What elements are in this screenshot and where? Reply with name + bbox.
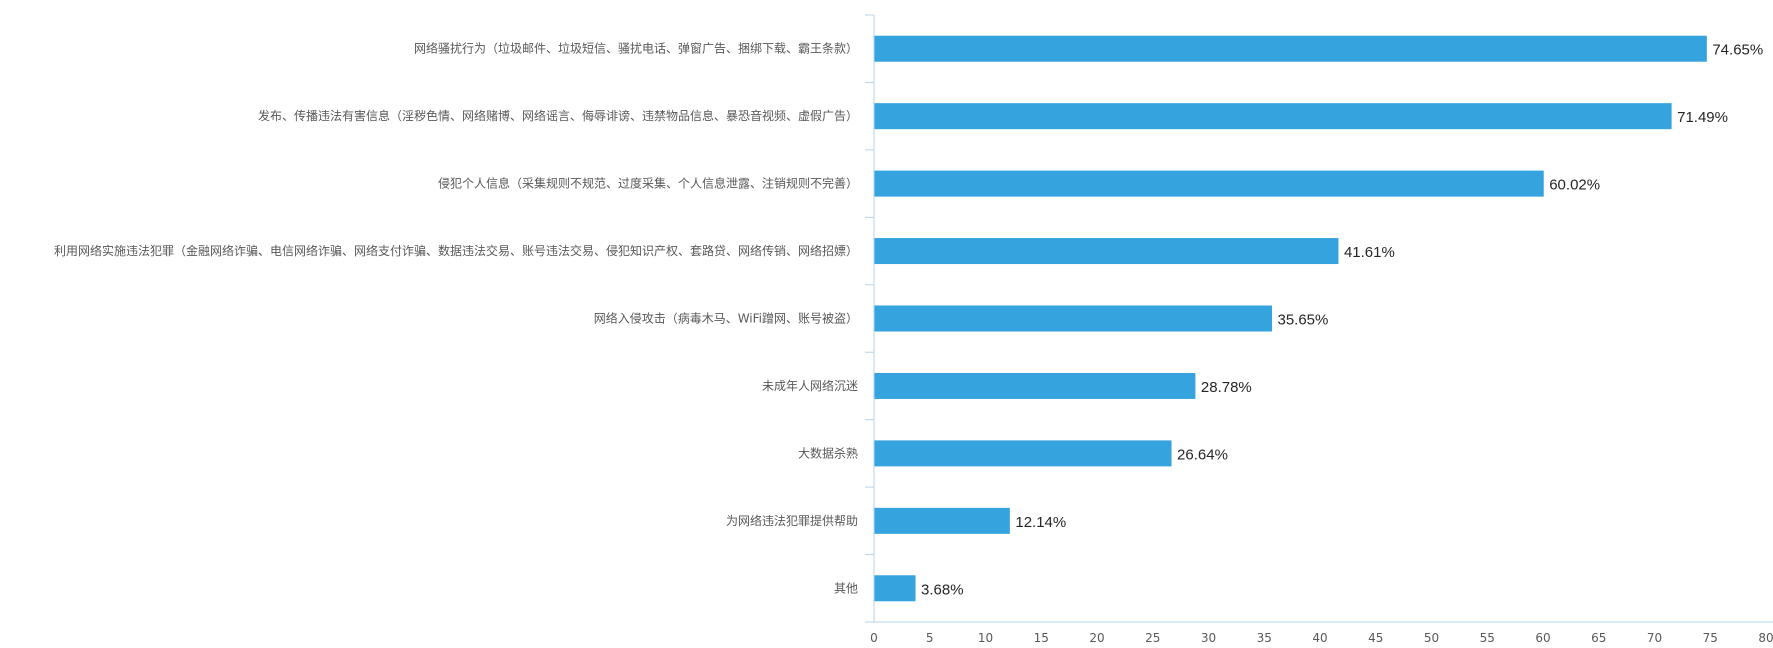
category-labels: 网络骚扰行为（垃圾邮件、垃圾短信、骚扰电话、弹窗广告、捆绑下载、霸王条款） 发布、… <box>54 41 858 596</box>
bar <box>874 103 1672 130</box>
x-tick-label: 30 <box>1201 631 1216 645</box>
category-label: 网络入侵攻击（病毒木马、WiFi蹭网、账号被盗） <box>594 311 858 326</box>
data-labels: 74.65% 71.49% 60.02% 41.61% 35.65% 28.78% 26.6… <box>921 42 1763 599</box>
data-label: 60.02% <box>1549 177 1600 194</box>
bar <box>874 440 1172 467</box>
x-tick-label: 60 <box>1535 631 1550 645</box>
bar <box>874 372 1196 399</box>
data-label: 26.64% <box>1177 446 1228 463</box>
x-tick-label: 15 <box>1034 631 1049 645</box>
category-label: 未成年人网络沉迷 <box>762 378 858 393</box>
data-label: 74.65% <box>1712 42 1763 59</box>
data-label: 3.68% <box>921 581 964 598</box>
data-label: 71.49% <box>1677 109 1728 126</box>
x-tick-label: 5 <box>926 631 934 645</box>
x-tick-label: 45 <box>1368 631 1383 645</box>
bars <box>874 35 1707 602</box>
category-label: 发布、传播违法有害信息（淫秽色情、网络赌博、网络谣言、侮辱诽谤、违禁物品信息、暴… <box>258 108 858 123</box>
bar <box>874 575 916 602</box>
x-tick-label: 10 <box>978 631 993 645</box>
category-label: 为网络违法犯罪提供帮助 <box>726 513 858 528</box>
data-label: 35.65% <box>1277 312 1328 329</box>
category-label: 网络骚扰行为（垃圾邮件、垃圾短信、骚扰电话、弹窗广告、捆绑下载、霸王条款） <box>414 41 858 56</box>
x-tick-label: 0 <box>870 631 878 645</box>
x-tick-label: 75 <box>1703 631 1718 645</box>
x-tick-label: 35 <box>1257 631 1272 645</box>
category-label: 其他 <box>834 581 858 595</box>
bar <box>874 238 1339 265</box>
data-label: 12.14% <box>1015 514 1066 531</box>
bar <box>874 170 1544 197</box>
x-tick-label: 55 <box>1480 631 1495 645</box>
category-label: 利用网络实施违法犯罪（金融网络诈骗、电信网络诈骗、网络支付诈骗、数据违法交易、账… <box>54 243 858 258</box>
bar <box>874 35 1707 62</box>
category-label: 侵犯个人信息（采集规则不规范、过度采集、个人信息泄露、注销规则不完善） <box>438 176 858 191</box>
x-tick-label: 25 <box>1145 631 1160 645</box>
x-tick-label: 65 <box>1591 631 1606 645</box>
y-axis <box>865 14 875 623</box>
data-label: 41.61% <box>1344 244 1395 261</box>
x-tick-label: 20 <box>1089 631 1104 645</box>
bar <box>874 305 1272 332</box>
x-tick-labels: 0 5 10 15 20 25 30 35 40 45 50 55 60 65 70 75 80 <box>870 631 1773 645</box>
x-tick-label: 50 <box>1424 631 1439 645</box>
category-label: 大数据杀熟 <box>798 445 858 460</box>
x-tick-label: 80 <box>1758 631 1773 645</box>
x-tick-label: 70 <box>1647 631 1662 645</box>
x-tick-label: 40 <box>1312 631 1327 645</box>
data-label: 28.78% <box>1201 379 1252 396</box>
bar <box>874 507 1010 534</box>
